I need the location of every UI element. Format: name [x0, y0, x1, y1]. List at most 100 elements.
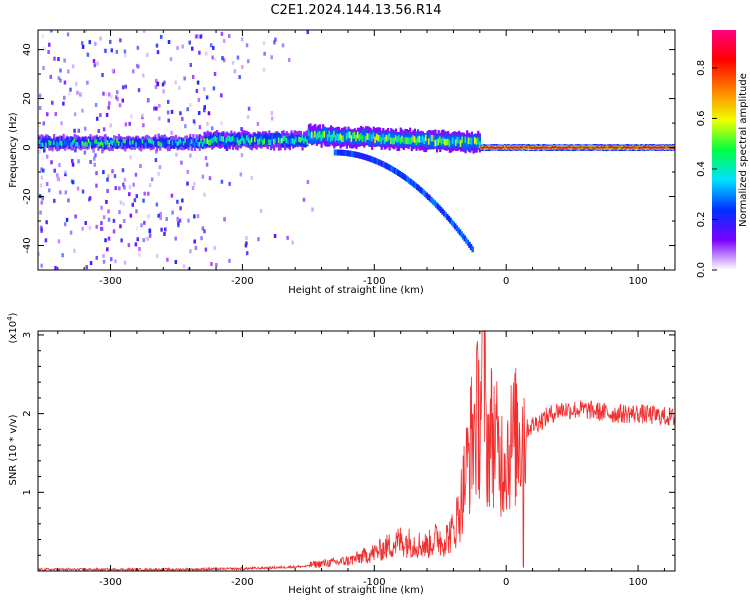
spectrogram-band-cell	[581, 146, 584, 149]
spectrogram-band-cell	[306, 139, 309, 145]
spectrogram-band-cell	[568, 146, 572, 149]
spectrogram-noise-point	[114, 259, 117, 264]
spectrogram-noise-point	[146, 99, 150, 104]
spectrogram-noise-point	[244, 243, 248, 248]
spectrogram-noise-point	[189, 153, 192, 158]
spectrogram-band-cell	[127, 142, 130, 148]
spectrogram-noise-point	[143, 220, 146, 225]
spectrogram-noise-point	[108, 101, 111, 106]
spectrogram-noise-point	[187, 218, 190, 223]
spectrogram-noise-point	[188, 40, 192, 45]
spectrogram-noise-point	[246, 115, 250, 120]
colorbar-tick-label: 0.0	[696, 262, 707, 278]
spectrogram-band-cell	[564, 146, 567, 149]
spectrogram-noise-point	[138, 247, 141, 252]
spectrogram-band-cell	[646, 146, 649, 149]
spectrogram-band-cell	[391, 130, 394, 144]
spectrogram-noise-point	[95, 183, 98, 188]
spectrogram-band-cell	[477, 137, 480, 145]
spectrogram-band-cell	[483, 146, 486, 149]
spectrogram-band-cell	[413, 136, 417, 143]
spectrogram-noise-point	[240, 64, 244, 69]
spectrogram-band-cell	[535, 146, 538, 149]
snr-series-line	[38, 331, 675, 571]
spectrogram-noise-point	[123, 49, 127, 54]
spectrogram-noise-point	[311, 207, 314, 212]
spectrogram-band-cell	[189, 142, 192, 147]
spectrogram-band-cell	[632, 146, 635, 149]
spectrogram-band-cell	[136, 142, 140, 147]
spectrogram-band-cell	[208, 139, 211, 146]
spectrogram-band-cell	[363, 134, 366, 142]
spectrogram-noise-point	[178, 85, 181, 90]
spectrogram-band-cell	[56, 136, 59, 145]
spectrogram-band-cell	[494, 146, 497, 149]
spectrogram-band-cell	[296, 135, 299, 142]
spectrogram-band-cell	[303, 138, 306, 144]
spectrogram-band-cell	[64, 140, 67, 145]
spectrogram-noise-point	[65, 217, 69, 222]
spectrogram-x-tick-label: 100	[629, 276, 648, 287]
spectrogram-noise-point	[95, 171, 98, 176]
spectrogram-band-cell	[206, 138, 209, 144]
spectrogram-noise-point	[94, 102, 98, 107]
spectrogram-noise-point	[220, 179, 224, 184]
spectrogram-band-cell	[511, 146, 515, 149]
spectrogram-band-cell	[526, 146, 529, 149]
spectrogram-noise-point	[112, 229, 116, 234]
spectrogram-noise-point	[84, 30, 87, 33]
spectrogram-noise-point	[99, 113, 102, 118]
spectrogram-band-cell	[62, 133, 65, 147]
spectrogram-noise-point	[58, 163, 61, 168]
spectrogram-noise-point	[247, 106, 251, 111]
spectrogram-band-cell	[171, 140, 174, 145]
spectrogram-band-cell	[178, 140, 181, 146]
spectrogram-noise-point	[162, 89, 165, 94]
spectrogram-band-cell	[367, 133, 371, 141]
spectrogram-band-cell	[46, 139, 49, 149]
spectrogram-noise-point	[107, 92, 111, 97]
spectrogram-noise-point	[115, 90, 119, 95]
spectrogram-noise-point	[133, 198, 137, 203]
spectrogram-band-cell	[591, 146, 594, 149]
spectrogram-noise-point	[63, 222, 67, 227]
spectrogram-band-cell	[53, 140, 56, 145]
spectrogram-noise-point	[121, 85, 125, 90]
spectrogram-noise-point	[63, 80, 67, 85]
spectrogram-noise-point	[203, 87, 206, 92]
spectrogram-band-cell	[513, 146, 516, 149]
spectrogram-band-cell	[192, 140, 195, 145]
spectrogram-noise-point	[105, 199, 108, 204]
spectrogram-noise-point	[192, 119, 196, 124]
spectrogram-band-cell	[282, 135, 285, 142]
spectrogram-noise-point	[54, 265, 57, 270]
spectrogram-band-cell	[138, 141, 141, 146]
spectrogram-streak-cell	[465, 237, 468, 244]
spectrogram-band-cell	[364, 129, 367, 143]
spectrogram-band-cell	[238, 132, 241, 144]
spectrogram-noise-point	[270, 55, 273, 60]
spectrogram-band-cell	[551, 146, 554, 149]
spectrogram-noise-point	[142, 198, 145, 203]
spectrogram-noise-point	[155, 106, 158, 111]
spectrogram-streak-cell	[406, 176, 410, 183]
spectrogram-band-cell	[529, 146, 532, 149]
spectrogram-band-cell	[322, 131, 325, 139]
spectrogram-noise-point	[86, 52, 90, 57]
spectrogram-noise-point	[47, 49, 50, 54]
spectrogram-band-cell	[369, 132, 372, 140]
spectrogram-noise-point	[263, 51, 266, 56]
spectrogram-y-tick-label: 20	[22, 92, 33, 105]
spectrogram-noise-point	[262, 41, 266, 46]
spectrogram-noise-point	[68, 91, 71, 96]
spectrogram-noise-point	[143, 191, 146, 196]
spectrogram-noise-point	[107, 209, 110, 214]
spectrogram-noise-point	[101, 72, 104, 77]
spectrogram-noise-point	[159, 34, 163, 39]
spectrogram-band-cell	[51, 141, 54, 146]
spectrogram-band-cell	[589, 146, 592, 149]
spectrogram-noise-point	[171, 210, 174, 215]
spectrogram-noise-point	[71, 180, 75, 185]
spectrogram-noise-point	[196, 80, 200, 85]
spectrogram-band-cell	[56, 141, 59, 147]
